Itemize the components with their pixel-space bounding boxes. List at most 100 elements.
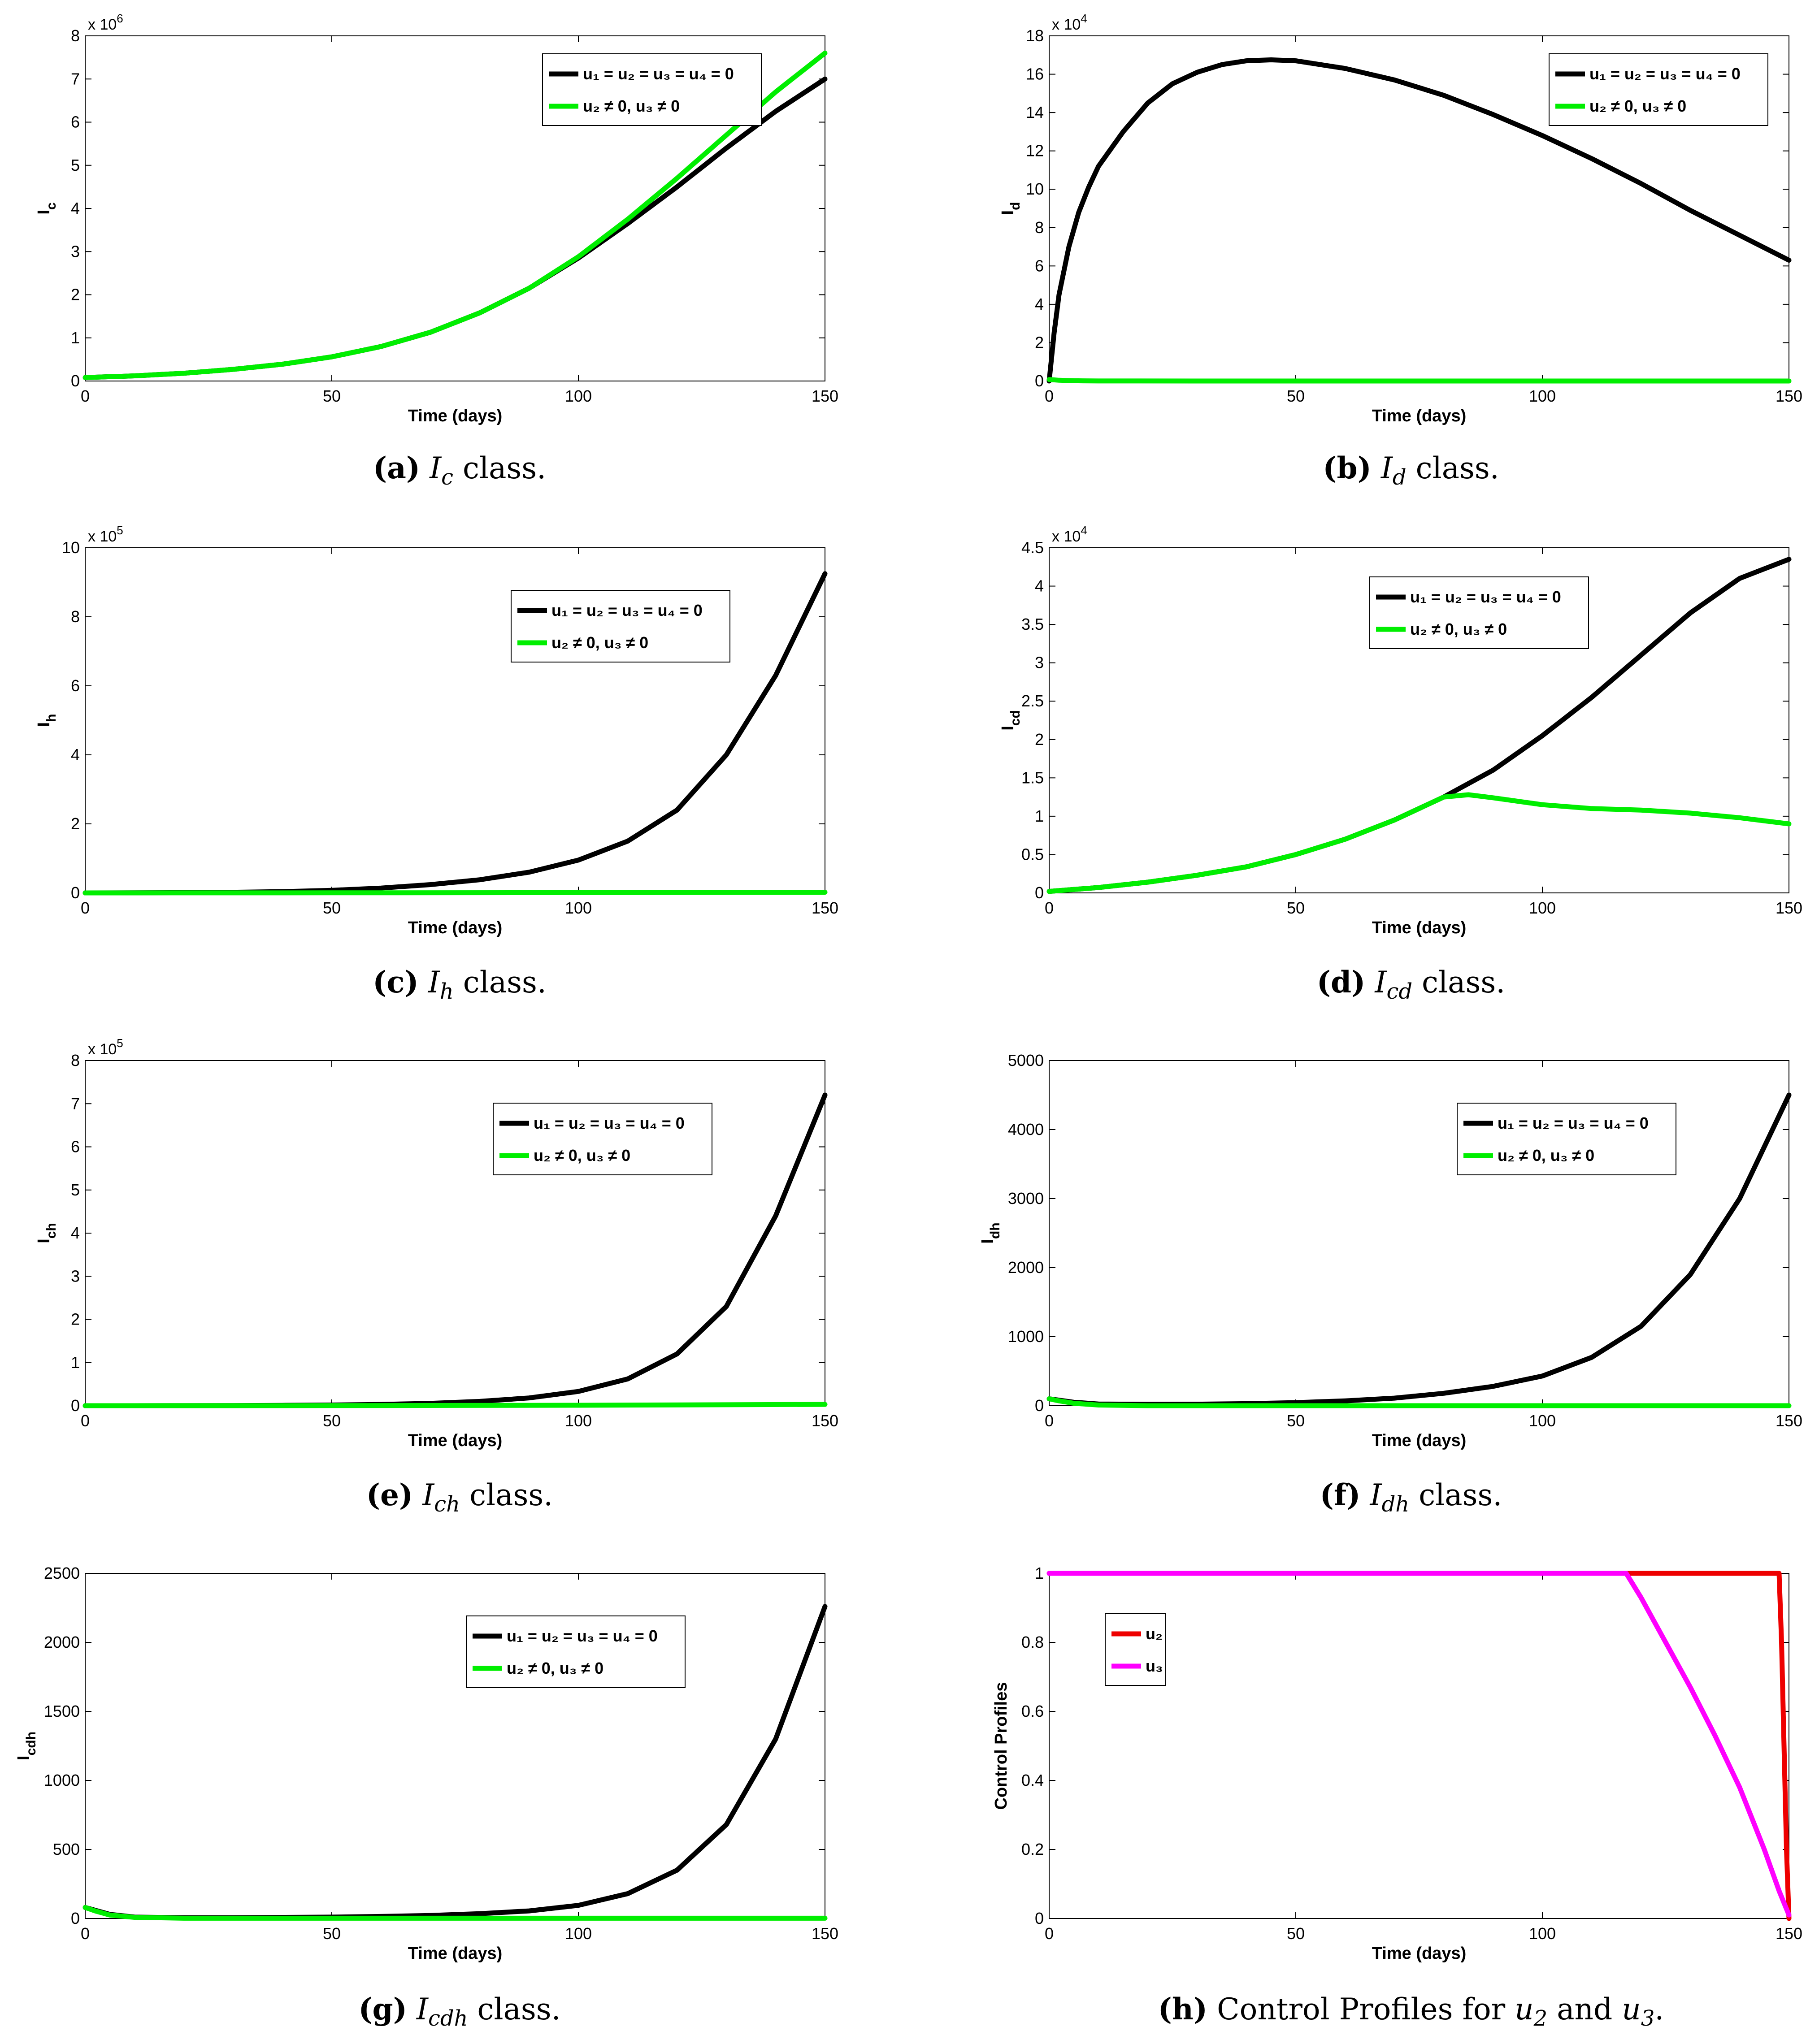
series-line-1 [82, 1604, 828, 1920]
y-tick-label: 7 [71, 69, 80, 88]
y-tick-label: 10 [1026, 180, 1044, 198]
legend-entry: u₂ ≠ 0, u₃ ≠ 0 [507, 1659, 603, 1677]
x-tick-label: 100 [1529, 1412, 1556, 1430]
x-tick-label: 100 [1529, 899, 1556, 917]
y-tick-label: 0.2 [1021, 1840, 1044, 1858]
legend-entry: u₁ = u₂ = u₃ = u₄ = 0 [1498, 1114, 1649, 1132]
legend-entry: u₂ ≠ 0, u₃ ≠ 0 [551, 633, 648, 652]
y-tick-label: 8 [71, 1051, 80, 1070]
x-axis-label: Time (days) [1372, 1431, 1466, 1450]
series-line-1 [1046, 1571, 1792, 1921]
legend-box [493, 1103, 712, 1175]
y-axis-label: Ich [35, 1223, 59, 1243]
x-tick-label: 100 [565, 1412, 592, 1430]
y-tick-label: 3 [1035, 654, 1044, 672]
chart-d: 0 0.5 1 1.5 2 2.5 3 3.5 4 4.5 0 50 100 150 Time (days)… [998, 524, 1802, 937]
y-tick-label: 0.8 [1021, 1633, 1044, 1651]
y-tick-label: 7 [71, 1094, 80, 1113]
y-tick-label: 6 [71, 113, 80, 131]
chart-h: 0 0.2 0.4 0.6 0.8 1 0 50 100 150 Time (days) Contro… [992, 1564, 1802, 1963]
caption-d: (d) Icd class. [1316, 965, 1506, 1005]
series-line-2 [1046, 1396, 1792, 1408]
y-tick-label: 1000 [1008, 1327, 1044, 1346]
y-tick-label: 3000 [1008, 1189, 1044, 1208]
y-tick-label: 1 [1035, 1564, 1044, 1582]
y-tick-label: 500 [53, 1840, 80, 1858]
x-tick-label: 0 [1045, 1924, 1054, 1943]
legend-entry: u₁ = u₂ = u₃ = u₄ = 0 [507, 1627, 658, 1645]
x-tick-label: 50 [323, 387, 341, 405]
x-tick-label: 50 [323, 899, 341, 917]
series-line-2 [82, 890, 828, 896]
y-tick-label: 2 [71, 1310, 80, 1329]
y-tick-label: 18 [1026, 26, 1044, 45]
x-tick-label: 0 [1045, 1412, 1054, 1430]
x-axis-label: Time (days) [408, 1944, 502, 1963]
y-tick-label: 2 [71, 286, 80, 304]
exponent-label: x 105 [88, 524, 123, 545]
y-axis-label: Control Profiles [992, 1682, 1011, 1810]
legend-entry: u₁ = u₂ = u₃ = u₄ = 0 [1410, 588, 1561, 606]
exponent-label: x 104 [1052, 12, 1087, 33]
x-tick-label: 0 [81, 387, 90, 405]
exponent-label: x 105 [88, 1036, 123, 1058]
y-tick-label: 2 [71, 814, 80, 833]
x-tick-label: 100 [565, 1924, 592, 1943]
y-tick-label: 8 [71, 607, 80, 626]
x-tick-label: 150 [812, 1412, 838, 1430]
y-tick-label: 0 [71, 372, 80, 390]
legend-entry: u₂ ≠ 0, u₃ ≠ 0 [1410, 620, 1507, 638]
x-tick-label: 50 [1287, 1924, 1305, 1943]
x-tick-label: 50 [1287, 1412, 1305, 1430]
y-tick-label: 2.5 [1021, 692, 1044, 710]
chart-f: 0 1000 2000 3000 4000 5000 0 50 100 150 Time (days… [978, 1051, 1802, 1450]
chart-b: 0 2 4 6 8 10 12 14 16 18 0 50 100 150 Time (days) Id x 1… [998, 12, 1802, 425]
y-tick-label: 4 [71, 745, 80, 764]
caption-f: (f) Idh class. [1320, 1477, 1502, 1517]
series-line-2 [1046, 377, 1792, 384]
y-tick-label: 6 [71, 676, 80, 695]
series-line-2 [1046, 1571, 1792, 1918]
x-axis-label: Time (days) [1372, 918, 1466, 937]
legend-entry: u₁ = u₂ = u₃ = u₄ = 0 [583, 65, 734, 83]
exponent-label: x 104 [1052, 524, 1087, 545]
y-tick-label: 2 [1035, 730, 1044, 749]
y-tick-label: 5000 [1008, 1051, 1044, 1070]
legend-entry: u₂ ≠ 0, u₃ ≠ 0 [1498, 1146, 1594, 1165]
x-axis-label: Time (days) [408, 918, 502, 937]
y-tick-label: 2 [1035, 333, 1044, 351]
y-tick-label: 10 [62, 538, 80, 557]
y-axis-label: Id [998, 202, 1023, 215]
chart-a: 0 1 2 3 4 5 6 7 8 0 50 100 150 Time (days) Ic x 106 u₁ =… [35, 12, 838, 425]
x-tick-label: 150 [812, 387, 838, 405]
y-tick-label: 0 [71, 1909, 80, 1927]
y-tick-label: 16 [1026, 65, 1044, 83]
x-tick-label: 50 [323, 1412, 341, 1430]
caption-c: (c) Ih class. [373, 965, 547, 1005]
y-axis-label: Ic [35, 202, 59, 214]
x-tick-label: 150 [1776, 1412, 1802, 1430]
x-axis-label: Time (days) [408, 1431, 502, 1450]
x-axis-label: Time (days) [1372, 1944, 1466, 1963]
exponent-label: x 106 [88, 12, 123, 33]
x-tick-label: 50 [323, 1924, 341, 1943]
y-axis-label: Ih [35, 714, 59, 727]
y-tick-label: 1.5 [1021, 768, 1044, 787]
plot-frame [1049, 547, 1789, 893]
caption-e: (e) Ich class. [366, 1477, 553, 1517]
series-line-1 [1046, 1092, 1792, 1407]
y-tick-label: 4.5 [1021, 538, 1044, 557]
y-tick-label: 6 [71, 1138, 80, 1156]
series-line-2 [1046, 792, 1792, 894]
plot-frame [85, 1573, 825, 1919]
x-tick-label: 100 [1529, 1924, 1556, 1943]
y-tick-label: 4 [1035, 577, 1044, 595]
legend-entry: u₂ ≠ 0, u₃ ≠ 0 [583, 97, 680, 115]
legend-box [542, 53, 762, 126]
x-tick-label: 0 [81, 1924, 90, 1943]
series-line-2 [82, 1905, 828, 1921]
series-line-2 [82, 51, 828, 380]
legend-box [1549, 53, 1768, 126]
